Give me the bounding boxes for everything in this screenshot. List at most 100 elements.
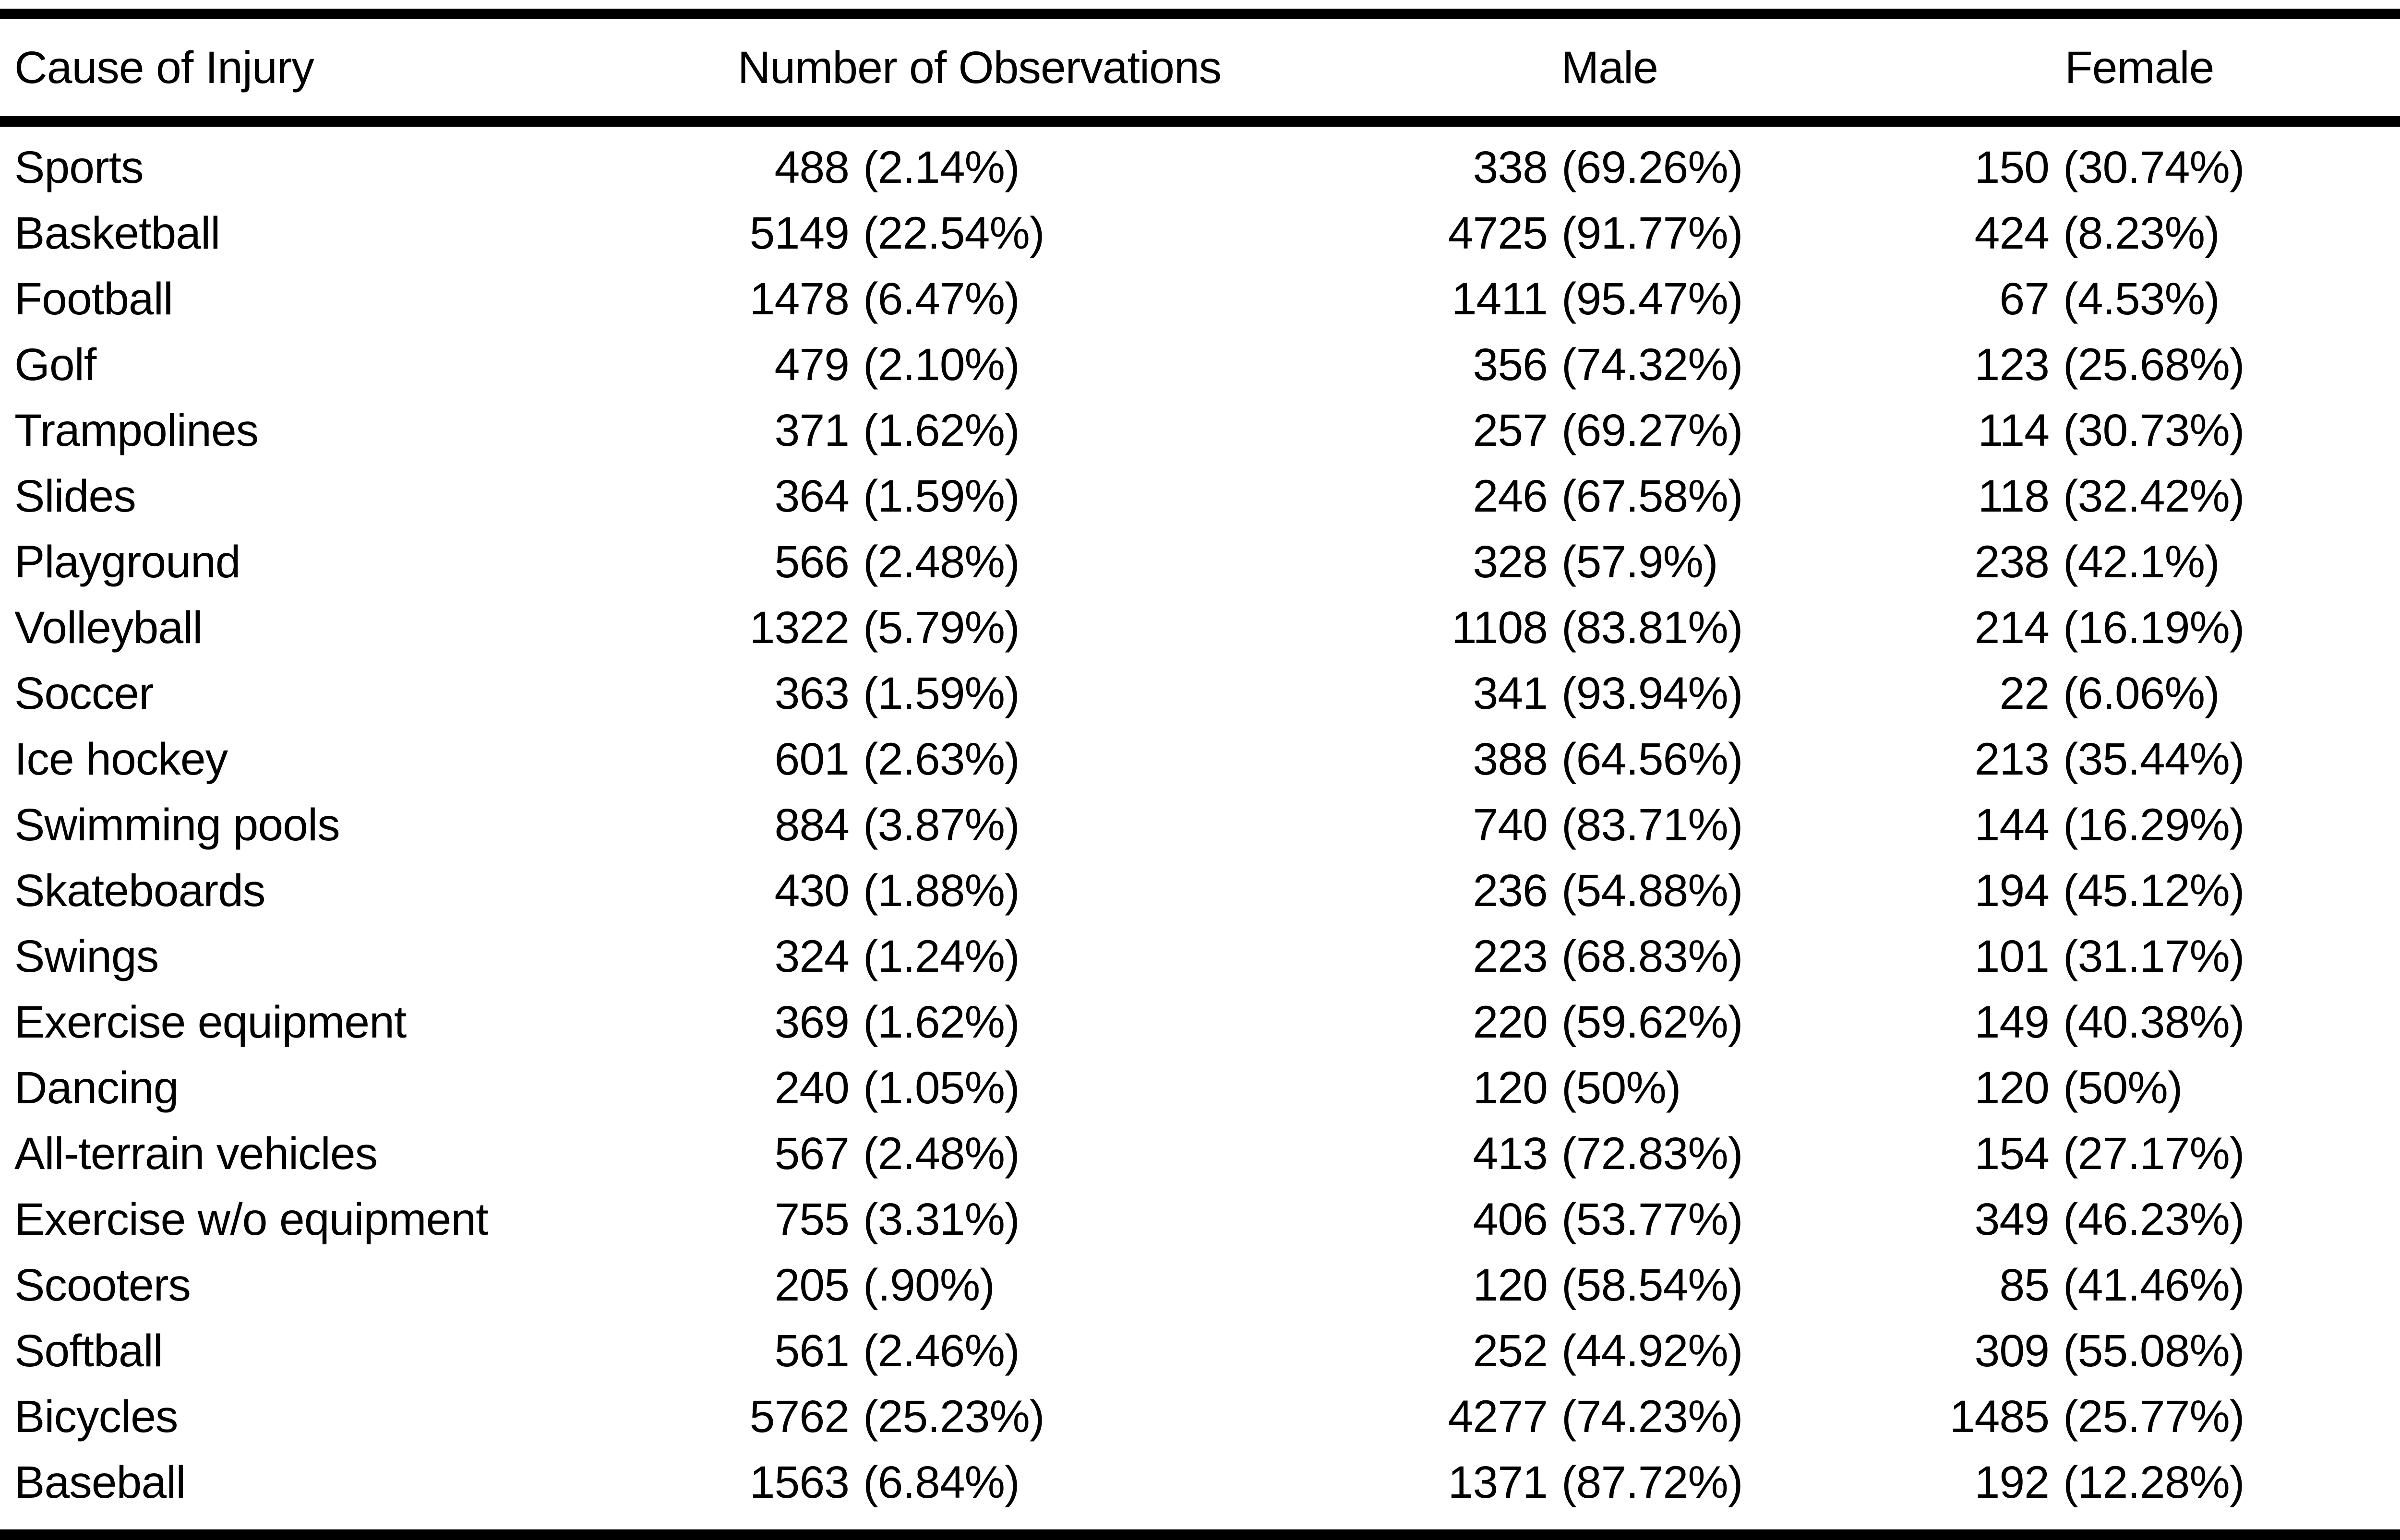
table-row: Slides 364 (1.59%) 246 (67.58%) 118 (32.… xyxy=(0,464,2400,529)
cell-cause-of-injury: Volleyball xyxy=(14,602,203,653)
cell-female-count: 85 xyxy=(1999,1260,2050,1311)
cell-female-percent: (25.68%) xyxy=(2063,339,2244,390)
cell-cause-of-injury: All-terrain vehicles xyxy=(14,1128,378,1179)
cell-observations-count: 488 xyxy=(774,142,850,193)
cell-male-percent: (64.56%) xyxy=(1561,734,1743,785)
cell-observations-count: 364 xyxy=(774,471,850,522)
cell-female-percent: (55.08%) xyxy=(2063,1325,2244,1376)
table-row: Swings 324 (1.24%) 223 (68.83%) 101 (31.… xyxy=(0,924,2400,990)
table-row: Bicycles 5762 (25.23%) 4277 (74.23%) 148… xyxy=(0,1384,2400,1450)
cell-male-count: 120 xyxy=(1473,1062,1548,1113)
cell-cause-of-injury: Playground xyxy=(14,537,241,587)
cell-male-count: 236 xyxy=(1473,865,1548,916)
table-row: Playground 566 (2.48%) 328 (57.9%) 238 (… xyxy=(0,529,2400,595)
cell-female-count: 149 xyxy=(1974,997,2050,1048)
cell-cause-of-injury: Swimming pools xyxy=(14,800,340,850)
cell-observations-percent: (2.14%) xyxy=(863,142,1020,193)
cell-male-count: 1371 xyxy=(1392,1450,1548,1540)
cell-observations-percent: (2.48%) xyxy=(863,537,1020,587)
cell-observations-percent: (22.54%) xyxy=(863,208,1044,259)
cell-observations-percent: (2.48%) xyxy=(863,1128,1020,1179)
table-row: Exercise equipment 369 (1.62%) 220 (59.6… xyxy=(0,990,2400,1055)
cell-male-count: 1108 xyxy=(1451,602,1548,653)
cell-cause-of-injury: Soccer xyxy=(14,668,154,719)
cell-cause-of-injury: Softball xyxy=(14,1325,163,1376)
col-header-cause-of-injury: Cause of Injury xyxy=(0,9,682,127)
cell-female-percent: (41.46%) xyxy=(2063,1260,2244,1311)
table-row: All-terrain vehicles 567 (2.48%) 413 (72… xyxy=(0,1121,2400,1187)
cell-observations-percent: (5.79%) xyxy=(863,602,1020,653)
cell-cause-of-injury: Skateboards xyxy=(14,865,265,916)
cell-male-count: 246 xyxy=(1473,471,1548,522)
cell-male-count: 406 xyxy=(1473,1194,1548,1245)
cell-male-percent: (58.54%) xyxy=(1561,1260,1743,1311)
cell-female-count: 123 xyxy=(1974,339,2050,390)
cell-mean-age: 24.84 xyxy=(2352,990,2400,1055)
cell-female-count: 194 xyxy=(1974,865,2050,916)
injury-table: Cause of Injury Number of Observations M… xyxy=(0,9,2400,1540)
table-row: Skateboards 430 (1.88%) 236 (54.88%) 194… xyxy=(0,858,2400,924)
cell-female-percent: (6.06%) xyxy=(2063,668,2220,719)
cell-mean-age: 19.61 xyxy=(2352,595,2400,661)
col-header-male: Male xyxy=(1392,9,1884,127)
cell-observations-percent: (6.84%) xyxy=(850,1450,1392,1540)
cell-female-count: 144 xyxy=(1974,800,2050,850)
cell-mean-age: 24.17 xyxy=(2352,1384,2400,1450)
table-row: Swimming pools 884 (3.87%) 740 (83.71%) … xyxy=(0,792,2400,858)
cell-male-count: 4277 xyxy=(1448,1391,1548,1442)
cell-female-percent: (32.42%) xyxy=(2063,471,2244,522)
cell-male-count: 341 xyxy=(1473,668,1548,719)
table-row: Football 1478 (6.47%) 1411 (95.47%) 67 (… xyxy=(0,266,2400,332)
cell-mean-age: 17.40 xyxy=(2352,332,2400,398)
cell-cause-of-injury: Sports xyxy=(14,142,144,193)
cell-male-percent: (69.26%) xyxy=(1561,142,1743,193)
cell-mean-age: 15.52 xyxy=(2352,1450,2400,1540)
cell-cause-of-injury: Scooters xyxy=(14,1260,191,1311)
cell-female-percent: (27.17%) xyxy=(2063,1128,2244,1179)
table-row: Ice hockey 601 (2.63%) 388 (64.56%) 213 … xyxy=(0,727,2400,792)
table-row: Softball 561 (2.46%) 252 (44.92%) 309 (5… xyxy=(0,1318,2400,1384)
cell-female-percent: (50%) xyxy=(2063,1062,2183,1113)
cell-male-percent: (74.32%) xyxy=(1561,339,1743,390)
cell-male-percent: (93.94%) xyxy=(1561,668,1743,719)
cell-male-percent: (74.23%) xyxy=(1561,1391,1743,1442)
cell-female-count: 424 xyxy=(1974,208,2050,259)
cell-observations-count: 369 xyxy=(774,997,850,1048)
header-row: Cause of Injury Number of Observations M… xyxy=(0,9,2400,127)
cell-female-percent: (31.17%) xyxy=(2063,931,2244,982)
cell-cause-of-injury: Trampolines xyxy=(14,405,259,456)
cell-observations-percent: (1.59%) xyxy=(863,471,1020,522)
cell-male-count: 328 xyxy=(1473,537,1548,587)
cell-observations-percent: (2.46%) xyxy=(863,1325,1020,1376)
cell-observations-count: 363 xyxy=(774,668,850,719)
cell-observations-percent: (1.24%) xyxy=(863,931,1020,982)
cell-cause-of-injury: Golf xyxy=(14,339,96,390)
cell-cause-of-injury: Exercise equipment xyxy=(14,997,407,1048)
cell-male-count: 4725 xyxy=(1448,208,1548,259)
cell-observations-percent: (1.62%) xyxy=(863,405,1020,456)
cell-female-percent: (16.29%) xyxy=(2063,800,2244,850)
table-row: Exercise w/o equipment 755 (3.31%) 406 (… xyxy=(0,1187,2400,1253)
cell-female-count: 309 xyxy=(1974,1325,2050,1376)
cell-observations-count: 566 xyxy=(774,537,850,587)
col-header-mean-age: Mean Age xyxy=(2352,9,2400,127)
table-row: Baseball 1563 (6.84%) 1371 (87.72%) 192 … xyxy=(0,1450,2400,1540)
cell-cause-of-injury: Ice hockey xyxy=(14,734,228,785)
cell-observations-count: 1322 xyxy=(749,602,850,653)
cell-mean-age: 16.15 xyxy=(2352,266,2400,332)
cell-male-percent: (53.77%) xyxy=(1561,1194,1743,1245)
cell-male-percent: (68.83%) xyxy=(1561,931,1743,982)
cell-female-count: 154 xyxy=(1974,1128,2050,1179)
cell-observations-count: 1563 xyxy=(682,1450,850,1540)
cell-mean-age: 17.84 xyxy=(2352,1253,2400,1318)
cell-observations-count: 884 xyxy=(774,800,850,850)
cell-mean-age: 8.42 xyxy=(2352,464,2400,529)
cell-observations-percent: (2.10%) xyxy=(863,339,1020,390)
cell-female-percent: (46.23%) xyxy=(2063,1194,2244,1245)
cell-observations-count: 479 xyxy=(774,339,850,390)
cell-male-count: 388 xyxy=(1473,734,1548,785)
cell-observations-percent: (1.05%) xyxy=(863,1062,1020,1113)
cell-male-count: 338 xyxy=(1473,142,1548,193)
cell-male-percent: (57.9%) xyxy=(1561,537,1718,587)
